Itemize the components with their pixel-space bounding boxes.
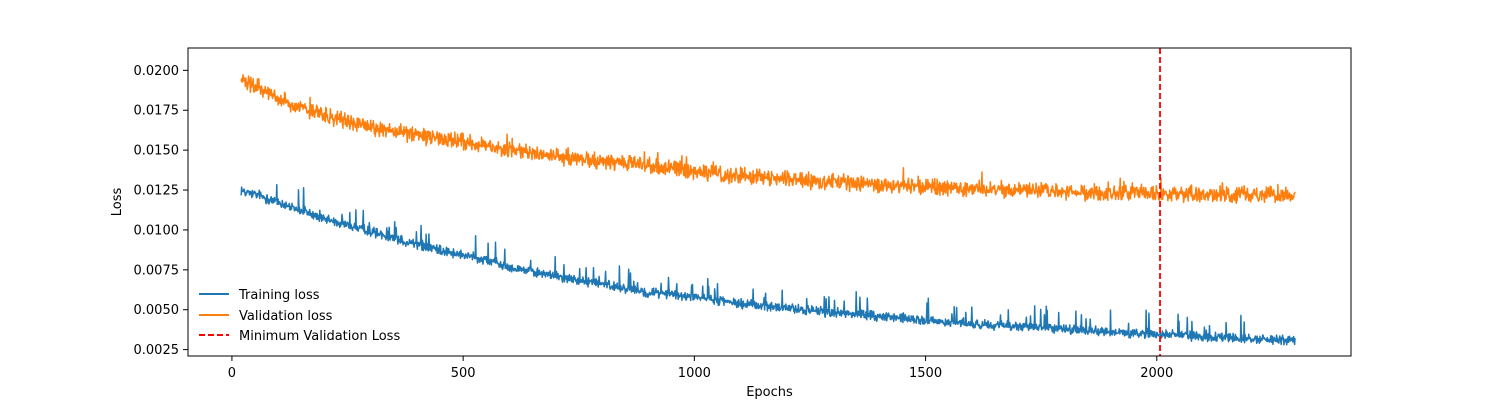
validation-loss-line [240, 74, 1296, 204]
y-tick-label: 0.0025 [134, 343, 180, 358]
x-tick-label: 2000 [1140, 366, 1173, 381]
y-tick-label: 0.0050 [134, 303, 180, 318]
legend-label-validation: Validation loss [239, 309, 333, 324]
x-tick-label: 500 [451, 366, 476, 381]
y-axis-ticks: 0.0025 0.0050 0.0075 0.0100 0.0125 0.0150 0.01… [134, 64, 188, 358]
y-tick-label: 0.0075 [134, 263, 180, 278]
y-tick-label: 0.0100 [134, 223, 180, 238]
y-tick-label: 0.0175 [134, 104, 180, 119]
legend: Training loss Validation loss Minimum Va… [199, 288, 400, 344]
plot-frame [187, 47, 1352, 357]
y-axis-label: Loss [110, 188, 125, 217]
y-tick-label: 0.0200 [134, 64, 180, 79]
x-axis-ticks: 0 500 1000 1500 2000 [228, 356, 1173, 381]
plot-area [188, 48, 1351, 356]
training-loss-line [240, 183, 1296, 346]
legend-label-training: Training loss [238, 288, 320, 303]
y-tick-label: 0.0125 [134, 184, 180, 199]
series-layer [240, 74, 1296, 346]
legend-label-min-validation: Minimum Validation Loss [239, 329, 400, 344]
x-axis-label: Epochs [746, 385, 793, 400]
x-tick-label: 0 [228, 366, 236, 381]
x-tick-label: 1500 [909, 366, 942, 381]
y-tick-label: 0.0150 [134, 144, 180, 159]
x-tick-label: 1000 [678, 366, 711, 381]
